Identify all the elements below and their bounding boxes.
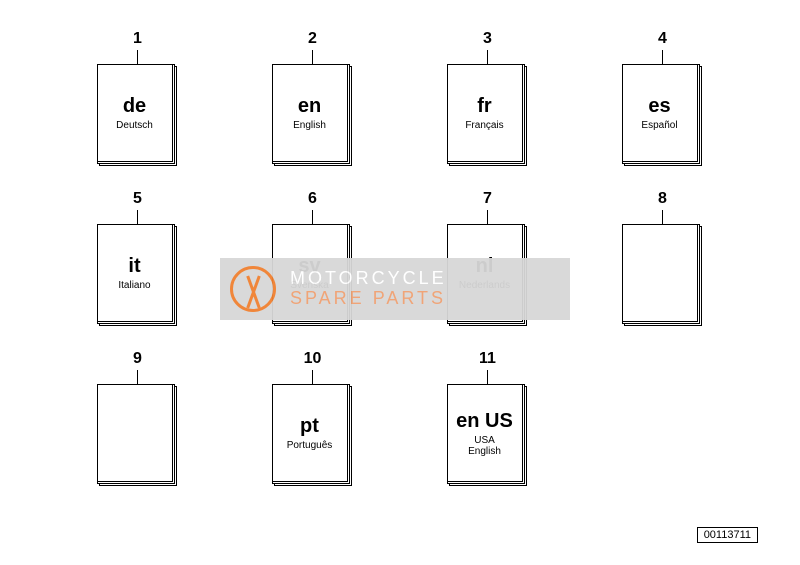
- lang-name: Italiano: [118, 280, 150, 291]
- cell-4: 4 es Español: [575, 30, 750, 190]
- lang-name: Svenska: [290, 280, 328, 291]
- num-label: 5: [133, 190, 142, 208]
- language-grid: 1 de Deutsch 2 en English 3 fr Fra: [50, 30, 750, 510]
- num-label: 9: [133, 350, 142, 368]
- book-pt: pt Português: [272, 384, 354, 488]
- connector-line: [662, 210, 663, 224]
- connector-line: [312, 370, 313, 384]
- cell-8: 8: [575, 190, 750, 350]
- cell-5: 5 it Italiano: [50, 190, 225, 350]
- connector-line: [487, 370, 488, 384]
- lang-name: Nederlands: [459, 280, 510, 291]
- num-label: 3: [483, 30, 492, 48]
- cell-11: 11 en US USA English: [400, 350, 575, 510]
- book-it: it Italiano: [97, 224, 179, 328]
- lang-name: Français: [465, 120, 503, 131]
- connector-line: [137, 370, 138, 384]
- lang-code: sv: [298, 255, 320, 278]
- cell-empty: [575, 350, 750, 510]
- lang-code: es: [648, 95, 670, 118]
- cell-3: 3 fr Français: [400, 30, 575, 190]
- connector-line: [487, 210, 488, 224]
- book-blank-9: [97, 384, 179, 488]
- book-sv: sv Svenska: [272, 224, 354, 328]
- book-en-us: en US USA English: [447, 384, 529, 488]
- book-en: en English: [272, 64, 354, 168]
- cell-2: 2 en English: [225, 30, 400, 190]
- book-fr: fr Français: [447, 64, 529, 168]
- num-label: 4: [658, 30, 667, 48]
- num-label: 1: [133, 30, 142, 48]
- num-label: 2: [308, 30, 317, 48]
- cell-6: 6 sv Svenska: [225, 190, 400, 350]
- cell-9: 9: [50, 350, 225, 510]
- lang-name: USA English: [468, 435, 501, 457]
- num-label: 8: [658, 190, 667, 208]
- lang-code: en US: [456, 410, 513, 433]
- num-label: 6: [308, 190, 317, 208]
- lang-code: fr: [477, 95, 491, 118]
- connector-line: [312, 210, 313, 224]
- lang-code: de: [123, 95, 146, 118]
- reference-number: 00113711: [697, 527, 758, 543]
- lang-code: pt: [300, 415, 319, 438]
- connector-line: [137, 210, 138, 224]
- num-label: 7: [483, 190, 492, 208]
- lang-code: en: [298, 95, 321, 118]
- num-label: 11: [479, 350, 496, 368]
- cell-1: 1 de Deutsch: [50, 30, 225, 190]
- lang-name: Deutsch: [116, 120, 153, 131]
- connector-line: [137, 50, 138, 64]
- connector-line: [662, 50, 663, 64]
- book-blank-8: [622, 224, 704, 328]
- num-label: 10: [304, 350, 322, 368]
- cell-7: 7 nl Nederlands: [400, 190, 575, 350]
- connector-line: [487, 50, 488, 64]
- cell-10: 10 pt Português: [225, 350, 400, 510]
- lang-name: Español: [641, 120, 677, 131]
- book-nl: nl Nederlands: [447, 224, 529, 328]
- lang-code: it: [128, 255, 140, 278]
- lang-code: nl: [476, 255, 494, 278]
- book-es: es Español: [622, 64, 704, 168]
- book-de: de Deutsch: [97, 64, 179, 168]
- lang-name: English: [293, 120, 326, 131]
- connector-line: [312, 50, 313, 64]
- lang-name: Português: [287, 440, 333, 451]
